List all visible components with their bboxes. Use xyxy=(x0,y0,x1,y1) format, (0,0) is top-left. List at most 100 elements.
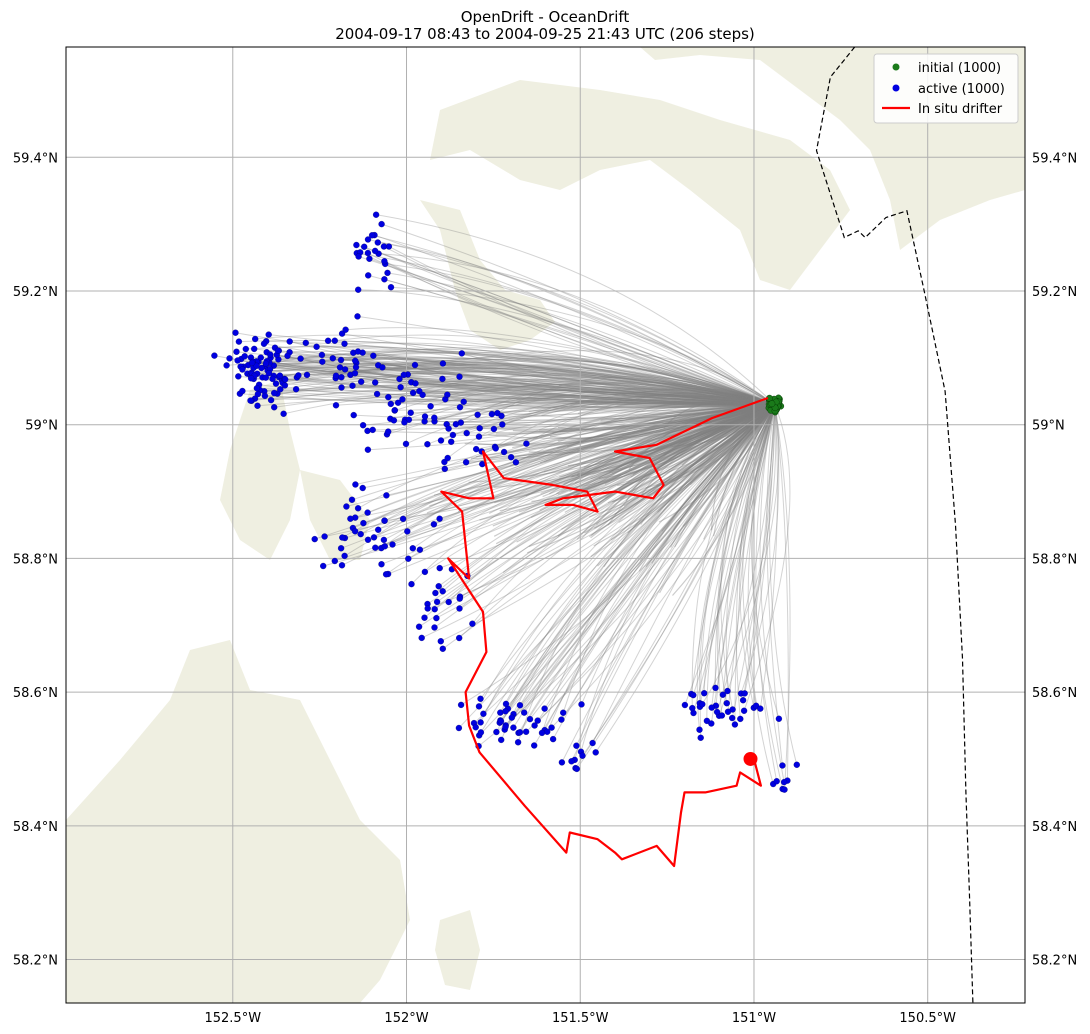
active-particle xyxy=(502,708,509,715)
active-particle xyxy=(357,530,364,538)
trajectory-line xyxy=(493,396,775,430)
trajectory-line xyxy=(557,404,775,431)
active-particle xyxy=(352,481,359,488)
active-particle xyxy=(456,595,463,602)
active-particle xyxy=(292,386,300,393)
trajectory-line xyxy=(499,404,776,512)
trajectory-line xyxy=(540,404,776,495)
trajectory-line xyxy=(743,404,791,711)
trajectory-line xyxy=(405,398,775,445)
active-particle xyxy=(320,562,327,570)
active-particle xyxy=(355,253,362,260)
active-particle xyxy=(502,700,510,708)
trajectory-line xyxy=(386,404,775,496)
active-particle xyxy=(372,544,379,551)
trajectory-line xyxy=(463,393,775,406)
trajectory-line xyxy=(466,389,775,434)
trajectory-line xyxy=(458,404,776,639)
trajectory-line xyxy=(452,404,775,436)
active-particle xyxy=(444,391,451,398)
active-particle xyxy=(558,716,565,723)
trajectory-line xyxy=(390,286,776,406)
active-particle xyxy=(578,701,585,708)
x-tick-label: 152°W xyxy=(384,1011,428,1026)
active-particle xyxy=(729,714,736,722)
trajectory-line xyxy=(504,404,776,730)
trajectory-line xyxy=(385,404,775,575)
active-particle xyxy=(242,345,249,353)
trajectory-line xyxy=(571,404,776,762)
trajectory-line xyxy=(627,404,776,534)
trajectory-line xyxy=(523,404,776,713)
active-particle xyxy=(415,623,423,630)
active-particle xyxy=(331,557,338,565)
active-particle xyxy=(512,459,520,466)
trajectory-line xyxy=(651,404,776,564)
trajectory-line xyxy=(306,367,775,406)
trajectory-line xyxy=(751,404,784,790)
active-particle xyxy=(507,454,515,461)
trajectory-line xyxy=(368,274,775,406)
active-particle xyxy=(475,703,483,710)
trajectory-line xyxy=(661,404,776,532)
active-particle xyxy=(779,762,786,769)
trajectory-line xyxy=(442,378,775,406)
trajectory-line xyxy=(214,355,775,406)
active-particle xyxy=(341,340,348,347)
active-particle xyxy=(418,634,425,642)
trajectory-line xyxy=(242,390,775,406)
trajectory-line xyxy=(279,375,775,406)
active-particle xyxy=(439,588,446,595)
active-particle xyxy=(773,778,780,785)
active-particle xyxy=(516,729,524,736)
trajectory-line xyxy=(716,404,776,713)
trajectory-line xyxy=(503,402,775,453)
trajectory-line xyxy=(278,350,775,406)
title-line-1: OpenDrift - OceanDrift xyxy=(461,8,630,26)
trajectory-line xyxy=(603,404,776,568)
trajectory-line xyxy=(720,404,776,710)
active-particle xyxy=(321,533,328,540)
trajectory-line xyxy=(699,404,776,707)
trajectory-line xyxy=(588,404,776,538)
trajectory-line xyxy=(610,404,776,541)
active-particle xyxy=(445,425,452,432)
trajectory-line xyxy=(251,377,775,406)
active-particle xyxy=(441,465,448,473)
trajectory-line xyxy=(340,347,775,406)
active-particle xyxy=(568,758,575,765)
trajectory-line xyxy=(595,404,776,506)
trajectory-line xyxy=(460,404,775,424)
active-particle xyxy=(319,358,326,365)
trajectory-line xyxy=(382,357,775,406)
active-particle xyxy=(497,718,505,725)
trajectory-line xyxy=(251,364,775,406)
trajectory-line xyxy=(354,404,775,532)
active-particle xyxy=(380,243,388,250)
trajectory-line xyxy=(499,404,776,721)
active-particle xyxy=(724,687,731,695)
active-particle xyxy=(448,438,455,445)
active-particle xyxy=(366,255,373,262)
active-particle xyxy=(211,352,218,359)
active-particle xyxy=(445,598,452,606)
active-particle xyxy=(385,393,392,401)
trajectory-line xyxy=(617,404,776,487)
active-particle xyxy=(394,399,402,406)
trajectory-line xyxy=(658,404,776,523)
trajectory-line xyxy=(403,358,775,406)
active-particle xyxy=(252,335,259,343)
trajectory-line xyxy=(574,404,776,761)
trajectory-line xyxy=(440,404,776,642)
active-particle xyxy=(723,700,730,707)
active-particle xyxy=(493,728,500,736)
active-particle xyxy=(757,705,764,712)
active-particle xyxy=(522,728,530,735)
active-particle xyxy=(281,382,289,389)
trajectory-line xyxy=(388,388,775,433)
trajectory-line xyxy=(335,377,775,406)
trajectory-line xyxy=(274,345,775,406)
trajectory-line xyxy=(407,359,775,406)
trajectory-line xyxy=(433,404,775,496)
trajectory-line xyxy=(511,404,776,718)
